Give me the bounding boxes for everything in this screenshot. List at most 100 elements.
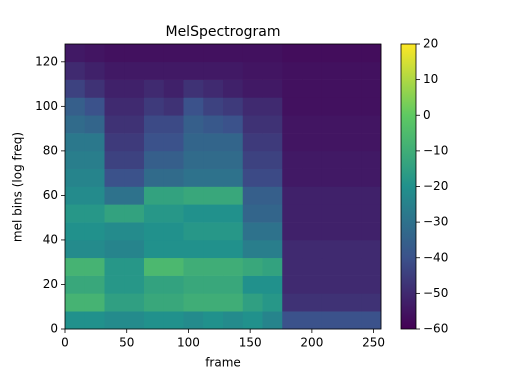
heatmap-cell: [242, 204, 263, 223]
heatmap-cell: [223, 150, 244, 169]
heatmap-cell: [262, 168, 283, 187]
heatmap-cell: [242, 257, 263, 276]
heatmap-cell: [84, 115, 105, 134]
heatmap-cell: [321, 204, 342, 223]
heatmap-cell: [321, 133, 342, 152]
heatmap-cell: [163, 79, 184, 98]
heatmap-cell: [282, 239, 303, 259]
heatmap-cell: [104, 133, 125, 152]
colorbar-tick-label: 20: [423, 37, 438, 51]
heatmap-cell: [262, 222, 283, 241]
heatmap-cell: [242, 115, 263, 134]
heatmap-cell: [84, 97, 105, 116]
heatmap-cell: [262, 44, 283, 63]
heatmap-cell: [262, 293, 283, 312]
heatmap-cell: [262, 186, 283, 205]
heatmap-cell: [144, 97, 165, 116]
heatmap-cell: [262, 61, 283, 80]
heatmap-cell: [163, 257, 184, 276]
chart-title: MelSpectrogram: [165, 24, 280, 40]
heatmap-cell: [361, 61, 382, 80]
heatmap-cell: [302, 150, 323, 169]
heatmap-cell: [203, 222, 224, 241]
heatmap-cell: [223, 168, 244, 187]
heatmap-cell: [84, 133, 105, 152]
heatmap-cell: [361, 79, 382, 98]
heatmap-cell: [144, 150, 165, 169]
y-tick-label: 80: [43, 143, 58, 157]
heatmap-cell: [183, 150, 204, 169]
heatmap-cell: [341, 115, 362, 134]
heatmap-cell: [282, 133, 303, 152]
heatmap-cell: [242, 239, 263, 259]
heatmap-cell: [183, 257, 204, 276]
heatmap-cell: [65, 186, 86, 205]
heatmap-cell: [282, 186, 303, 205]
heatmap-cell: [223, 133, 244, 152]
heatmap: [65, 44, 382, 330]
heatmap-cell: [203, 168, 224, 187]
heatmap-cell: [223, 239, 244, 259]
heatmap-cell: [223, 115, 244, 134]
heatmap-cell: [124, 168, 145, 187]
heatmap-cell: [361, 97, 382, 116]
heatmap-cell: [144, 44, 165, 63]
heatmap-cell: [203, 61, 224, 80]
heatmap-cell: [262, 275, 283, 294]
heatmap-cell: [163, 44, 184, 63]
heatmap-cell: [144, 115, 165, 134]
heatmap-cell: [262, 133, 283, 152]
heatmap-cell: [65, 257, 86, 276]
heatmap-cell: [84, 239, 105, 259]
heatmap-cell: [223, 79, 244, 98]
y-tick-label: 0: [50, 322, 58, 336]
heatmap-cell: [65, 79, 86, 98]
heatmap-cell: [65, 204, 86, 223]
heatmap-cell: [163, 222, 184, 241]
heatmap-cell: [262, 257, 283, 276]
heatmap-cell: [65, 150, 86, 169]
heatmap-cell: [223, 61, 244, 80]
heatmap-cell: [203, 97, 224, 116]
heatmap-cell: [341, 79, 362, 98]
heatmap-cell: [144, 61, 165, 80]
heatmap-cell: [223, 311, 244, 330]
heatmap-cell: [282, 44, 303, 63]
heatmap-cell: [84, 222, 105, 241]
heatmap-cell: [321, 257, 342, 276]
heatmap-cell: [84, 204, 105, 223]
x-tick-label: 150: [239, 336, 262, 350]
heatmap-cell: [84, 275, 105, 294]
heatmap-cell: [223, 257, 244, 276]
heatmap-cell: [302, 222, 323, 241]
heatmap-cell: [321, 186, 342, 205]
heatmap-cell: [124, 311, 145, 330]
heatmap-cell: [104, 275, 125, 294]
heatmap-cell: [223, 222, 244, 241]
heatmap-cell: [183, 168, 204, 187]
heatmap-cell: [361, 204, 382, 223]
heatmap-cell: [282, 275, 303, 294]
colorbar-tick-label: 10: [423, 72, 438, 86]
heatmap-cell: [144, 293, 165, 312]
colorbar: [400, 43, 417, 330]
heatmap-cell: [282, 115, 303, 134]
heatmap-cell: [124, 293, 145, 312]
y-tick-label: 40: [43, 232, 58, 246]
heatmap-cell: [262, 97, 283, 116]
heatmap-cell: [65, 168, 86, 187]
heatmap-cell: [282, 79, 303, 98]
heatmap-cell: [361, 239, 382, 259]
heatmap-cell: [104, 257, 125, 276]
heatmap-cell: [302, 293, 323, 312]
heatmap-cell: [262, 204, 283, 223]
heatmap-cell: [302, 133, 323, 152]
heatmap-cell: [262, 150, 283, 169]
x-tick-label: 100: [177, 336, 200, 350]
heatmap-cell: [341, 186, 362, 205]
heatmap-cell: [144, 311, 165, 330]
heatmap-cell: [144, 239, 165, 259]
heatmap-cell: [163, 133, 184, 152]
colorbar-tick-label: −60: [423, 322, 448, 336]
heatmap-cell: [242, 150, 263, 169]
